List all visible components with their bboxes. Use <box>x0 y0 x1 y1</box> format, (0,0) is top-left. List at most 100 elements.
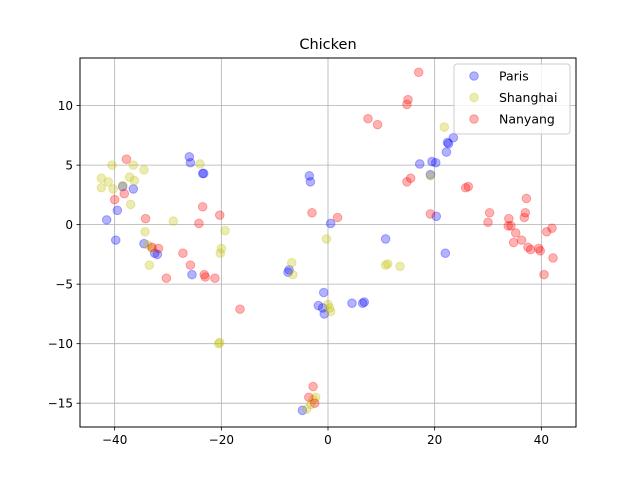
data-point <box>305 176 316 187</box>
data-point <box>140 213 151 224</box>
data-point <box>547 223 557 234</box>
data-point <box>325 306 336 317</box>
data-point <box>357 298 368 309</box>
data-point <box>510 228 521 238</box>
data-point <box>147 243 157 254</box>
data-point <box>359 297 370 307</box>
data-point <box>197 201 208 212</box>
data-point <box>284 265 294 275</box>
data-point <box>308 394 318 405</box>
data-point <box>309 398 320 408</box>
data-point <box>153 243 164 254</box>
x-tick-label: 0 <box>324 433 332 447</box>
data-point <box>195 159 205 169</box>
data-point <box>117 180 128 191</box>
data-point <box>520 207 531 218</box>
data-point <box>107 160 117 170</box>
x-tick-label: 20 <box>427 433 442 447</box>
data-point <box>112 205 123 216</box>
data-point <box>427 156 437 167</box>
data-point <box>504 213 514 224</box>
data-point <box>199 269 210 280</box>
data-point <box>523 242 533 253</box>
data-point <box>210 273 220 284</box>
data-point <box>402 176 412 187</box>
legend-label: Paris <box>499 69 529 84</box>
legend-marker <box>469 71 479 81</box>
data-points <box>96 67 558 416</box>
data-point <box>304 392 314 403</box>
data-point <box>431 211 442 222</box>
data-point <box>307 207 317 218</box>
data-point <box>129 175 140 186</box>
data-point <box>110 235 121 245</box>
y-tick-label: 5 <box>65 158 73 172</box>
data-point <box>142 240 153 250</box>
legend-marker <box>469 92 479 103</box>
data-point <box>235 304 245 314</box>
data-point <box>425 169 436 180</box>
data-point <box>306 399 316 410</box>
legend-label: Shanghai <box>499 90 557 105</box>
data-point <box>283 267 293 278</box>
data-point <box>323 299 333 310</box>
data-point <box>395 261 405 272</box>
data-point <box>442 137 453 148</box>
data-point <box>382 259 393 269</box>
data-point <box>405 173 416 184</box>
data-point <box>301 404 312 414</box>
data-point <box>161 273 172 284</box>
data-point <box>96 182 107 193</box>
data-point <box>304 171 315 181</box>
series-shanghai <box>96 122 450 414</box>
data-point <box>548 253 558 263</box>
data-point <box>121 154 132 164</box>
x-tick-label: −20 <box>209 433 234 447</box>
data-point <box>103 176 114 187</box>
data-point <box>185 260 196 270</box>
data-point <box>149 248 160 259</box>
data-point <box>144 260 155 270</box>
data-point <box>414 159 425 169</box>
data-point <box>200 272 211 282</box>
data-point <box>215 248 226 259</box>
data-point <box>463 181 474 192</box>
legend: Paris Shanghai Nanyang <box>453 63 571 135</box>
legend-label: Nanyang <box>499 112 555 127</box>
data-point <box>372 119 383 130</box>
data-point <box>483 217 493 228</box>
data-point <box>440 248 451 259</box>
data-point <box>178 248 188 259</box>
data-point <box>325 218 336 229</box>
data-point <box>128 160 139 170</box>
y-tick-label: 10 <box>58 99 73 113</box>
data-point <box>448 132 459 143</box>
data-point <box>139 165 149 175</box>
data-point <box>213 338 224 349</box>
data-point <box>460 182 471 193</box>
data-point <box>324 303 335 313</box>
data-point <box>521 193 532 204</box>
y-tick-label: −5 <box>55 277 73 291</box>
data-point <box>152 249 163 260</box>
chart-title: Chicken <box>299 37 356 53</box>
data-point <box>216 243 227 254</box>
data-point <box>503 221 514 231</box>
x-tick-label: 40 <box>534 433 549 447</box>
data-point <box>519 212 530 223</box>
data-point <box>317 303 328 313</box>
data-point <box>425 209 436 219</box>
data-point <box>140 226 150 237</box>
data-point <box>128 184 139 194</box>
data-point <box>525 244 536 255</box>
data-point <box>198 168 209 179</box>
axis-ticks: −40 −20 0 20 40 −15 −10 −5 0 5 10 <box>48 99 549 447</box>
data-point <box>214 210 225 220</box>
series-nanyang <box>109 67 558 408</box>
series-paris <box>101 132 459 416</box>
data-point <box>184 151 195 162</box>
data-point <box>124 172 135 182</box>
data-point <box>380 234 391 244</box>
data-point <box>425 171 436 181</box>
